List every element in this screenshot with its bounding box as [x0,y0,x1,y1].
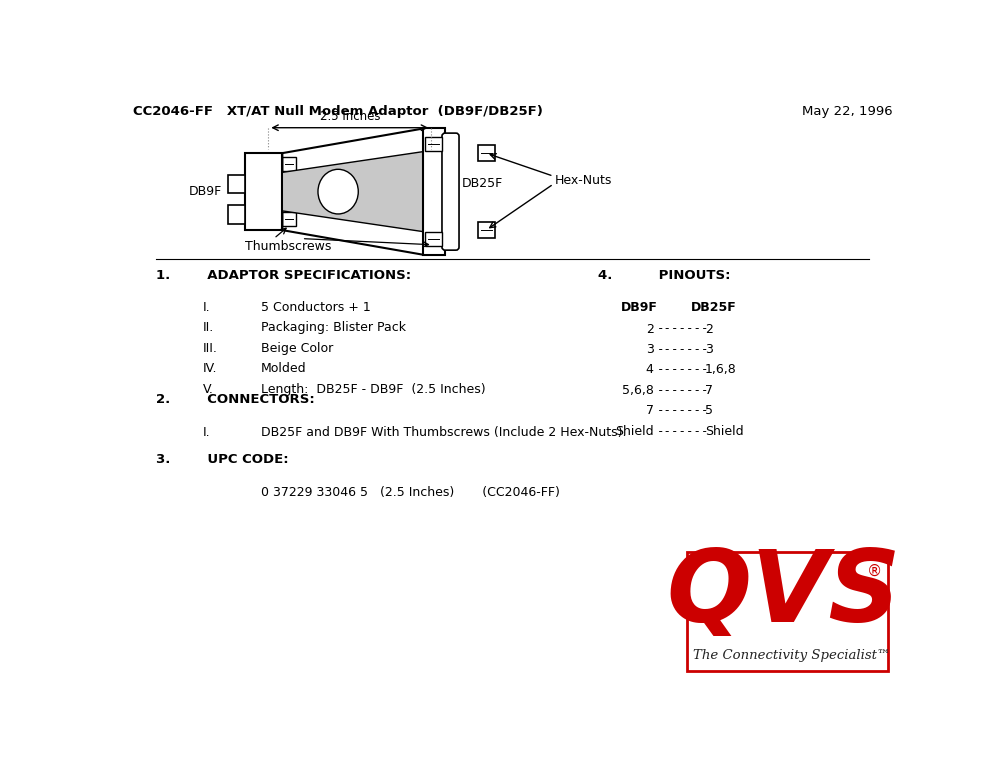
Text: Molded: Molded [261,362,306,375]
Text: DB9F: DB9F [621,301,658,314]
Text: -------: ------- [657,384,709,396]
Polygon shape [282,152,423,231]
Text: -------: ------- [657,322,709,335]
Bar [228,206,245,224]
Text: DB9F: DB9F [189,185,222,198]
Text: 2: 2 [705,322,713,335]
Text: DB25F and DB9F With Thumbscrews (Include 2 Hex-Nuts).: DB25F and DB9F With Thumbscrews (Include… [261,425,626,439]
Text: Packaging: Blister Pack: Packaging: Blister Pack [261,321,406,335]
Text: 7: 7 [705,384,713,396]
Text: 3.        UPC CODE:: 3. UPC CODE: [156,454,289,466]
Text: DB25F: DB25F [691,301,736,314]
Bar [282,213,296,226]
Text: 4.          PINOUTS:: 4. PINOUTS: [598,269,730,282]
Text: Shield: Shield [705,425,743,438]
Text: ®: ® [867,564,882,579]
Text: 5: 5 [705,404,713,417]
Bar [423,128,445,255]
Text: Length:  DB25F - DB9F  (2.5 Inches): Length: DB25F - DB9F (2.5 Inches) [261,382,485,396]
Text: May 22, 1996: May 22, 1996 [802,105,892,117]
Text: 2: 2 [646,322,654,335]
Text: 0 37229 33046 5   (2.5 Inches)       (CC2046-FF): 0 37229 33046 5 (2.5 Inches) (CC2046-FF) [261,486,560,499]
Bar [478,222,495,238]
Text: 5,6,8: 5,6,8 [622,384,654,396]
Text: The Connectivity Specialist™: The Connectivity Specialist™ [693,649,890,662]
Text: 2.5 Inches: 2.5 Inches [320,110,380,123]
Text: II.: II. [202,321,214,335]
Text: IV.: IV. [202,362,217,375]
Ellipse shape [318,169,358,214]
Text: 3: 3 [705,343,713,356]
Text: 3: 3 [646,343,654,356]
Text: DB25F: DB25F [462,178,503,191]
Bar [282,157,296,170]
Bar [478,145,495,161]
Text: Shield: Shield [615,425,654,438]
Text: I.: I. [202,301,210,314]
Text: Thumbscrews: Thumbscrews [245,240,331,253]
Text: I.: I. [202,425,210,439]
Text: Beige Color: Beige Color [261,342,333,355]
Text: 5 Conductors + 1: 5 Conductors + 1 [261,301,370,314]
FancyBboxPatch shape [687,552,888,671]
Bar [245,153,282,230]
Text: -------: ------- [657,425,709,438]
Text: -------: ------- [657,364,709,376]
Text: 2.        CONNECTORS:: 2. CONNECTORS: [156,393,315,407]
Bar [425,232,442,246]
Bar [228,174,245,193]
Text: -------: ------- [657,404,709,417]
Text: QVS: QVS [667,546,901,643]
FancyBboxPatch shape [442,133,459,250]
Text: -------: ------- [657,343,709,356]
Text: CC2046-FF   XT/AT Null Modem Adaptor  (DB9F/DB25F): CC2046-FF XT/AT Null Modem Adaptor (DB9F… [133,105,543,117]
Text: 1,6,8: 1,6,8 [705,364,736,376]
Text: III.: III. [202,342,217,355]
Text: Hex-Nuts: Hex-Nuts [555,174,612,187]
Text: V.: V. [202,382,213,396]
Text: 4: 4 [646,364,654,376]
Text: 7: 7 [646,404,654,417]
Text: 1.        ADAPTOR SPECIFICATIONS:: 1. ADAPTOR SPECIFICATIONS: [156,269,411,282]
Bar [425,137,442,151]
